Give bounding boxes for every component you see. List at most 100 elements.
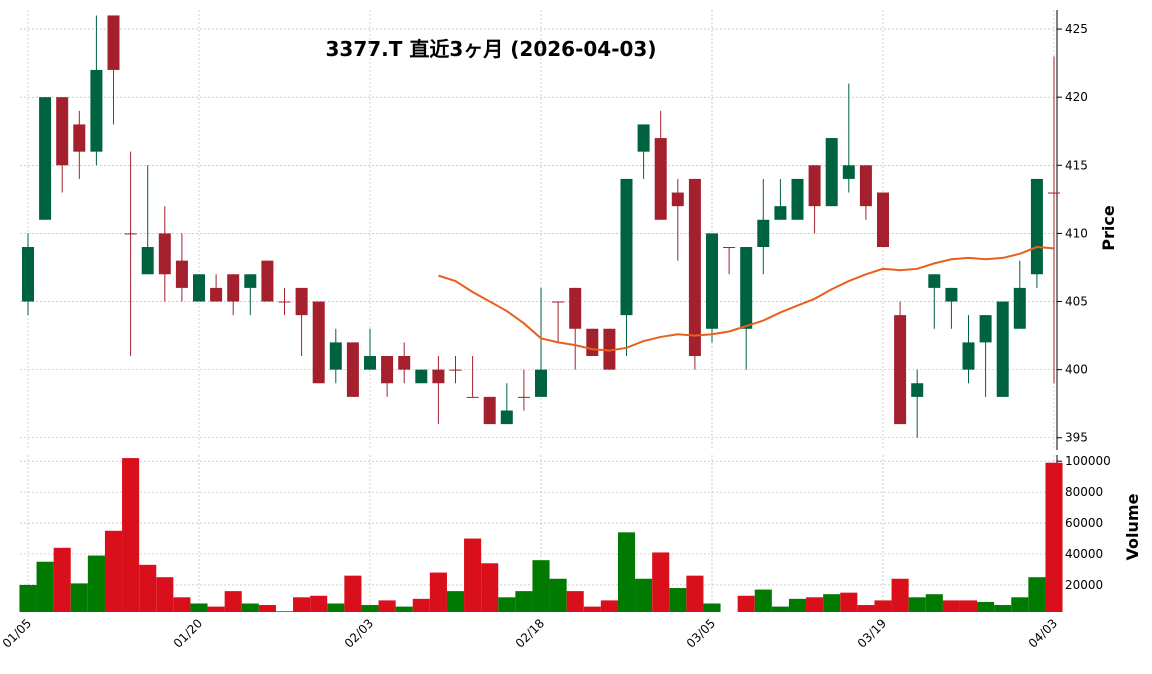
volume-tick-label: 60000 (1065, 516, 1103, 530)
volume-bar (87, 555, 105, 612)
candle-body (261, 260, 274, 302)
volume-bar (122, 458, 140, 612)
volume-bar (446, 591, 465, 612)
volume-bar (241, 603, 259, 612)
volume-bar (361, 605, 379, 612)
candle-body (90, 69, 103, 152)
candle-body (227, 274, 240, 302)
moving-average (438, 246, 1055, 352)
volume-bar (207, 606, 225, 612)
y-tick-label: 420 (1065, 90, 1088, 104)
volume-bar (19, 584, 37, 612)
candle-body (329, 342, 342, 370)
volume-bar (173, 597, 191, 612)
candle-body (740, 247, 753, 329)
volume-bar (104, 530, 123, 612)
candle-body (141, 247, 154, 275)
candle-body (500, 410, 513, 425)
volume-bar (788, 598, 807, 612)
volume-bar (1045, 462, 1063, 612)
volume-bar (823, 594, 841, 612)
chart-title: 3377.T 直近3ヶ月 (2026-04-03) (326, 37, 657, 61)
candle-body (22, 247, 34, 302)
y-tick-label: 410 (1065, 226, 1088, 240)
candle-body (210, 287, 223, 302)
candle-body (808, 165, 821, 207)
volume-bar (583, 606, 601, 612)
volume-bar (310, 595, 328, 612)
volume-bar (532, 560, 550, 612)
candle-body (706, 233, 718, 329)
candle-body (552, 301, 565, 303)
volume-bar (669, 588, 687, 612)
candle-body (278, 301, 291, 303)
volume-bar (857, 605, 875, 612)
x-tick-label: 03/19 (855, 616, 889, 650)
candle-body (244, 274, 257, 288)
candle-body (945, 287, 958, 302)
candle-body (842, 165, 855, 179)
candle-body (671, 192, 684, 207)
candle-body (996, 301, 1009, 397)
volume-tick-label: 80000 (1065, 485, 1103, 499)
volume-bar (942, 600, 960, 612)
volume-bar (53, 547, 71, 612)
candle-body (449, 369, 462, 371)
y-tick-label: 395 (1065, 431, 1088, 445)
candle-body (688, 178, 701, 357)
candle-body (654, 138, 667, 220)
volume-axis-label: Volume (1123, 493, 1142, 560)
candle-body (483, 396, 496, 425)
candle-body (1013, 287, 1026, 329)
candle-body (364, 356, 376, 370)
volume-bar (617, 532, 636, 612)
candle-body (517, 396, 530, 398)
x-tick-label: 02/03 (342, 616, 376, 650)
volume-bar (771, 606, 789, 612)
volume-bar (635, 578, 653, 612)
volume-bar (840, 592, 858, 612)
candle-body (175, 260, 188, 288)
volume-bar (139, 564, 157, 612)
volume-bar (464, 538, 482, 612)
candle-body (346, 342, 359, 397)
candle-body (791, 178, 804, 220)
candle-body (757, 219, 770, 248)
candle-body (894, 315, 907, 425)
candle-body (193, 274, 205, 302)
candle-body (432, 369, 445, 384)
volume-bar (498, 597, 516, 612)
candle-body (962, 342, 975, 370)
x-tick-label: 01/05 (0, 616, 34, 650)
y-tick-label: 405 (1065, 295, 1088, 309)
candle-body (586, 328, 599, 357)
candle-body (620, 178, 633, 316)
volume-bar (429, 572, 447, 612)
volume-bar (412, 598, 430, 612)
candle-body (1030, 178, 1043, 275)
candle-body (56, 97, 69, 166)
volume-bar (703, 603, 721, 612)
volume-bar (806, 597, 824, 612)
x-tick-label: 03/05 (684, 616, 718, 650)
volume-tick-label: 100000 (1065, 454, 1111, 468)
volume-bar (293, 597, 311, 612)
volume-bar (925, 594, 943, 612)
volume-bar (600, 600, 618, 612)
volume-bar (566, 591, 584, 612)
y-axis-label: Price (1099, 205, 1118, 251)
volume-bar (275, 611, 294, 612)
volume-bar (156, 577, 174, 612)
candle-body (535, 369, 547, 397)
candle-body (774, 206, 787, 220)
volume-bar (36, 561, 54, 612)
candle-body (398, 356, 411, 370)
candle-body (979, 315, 992, 343)
y-tick-label: 425 (1065, 22, 1088, 36)
candle-body (124, 233, 137, 235)
candle-body (723, 247, 736, 249)
candle-body (877, 192, 889, 248)
candle-body (859, 165, 872, 207)
volume-bar (874, 600, 892, 612)
volume-bar (994, 605, 1012, 612)
